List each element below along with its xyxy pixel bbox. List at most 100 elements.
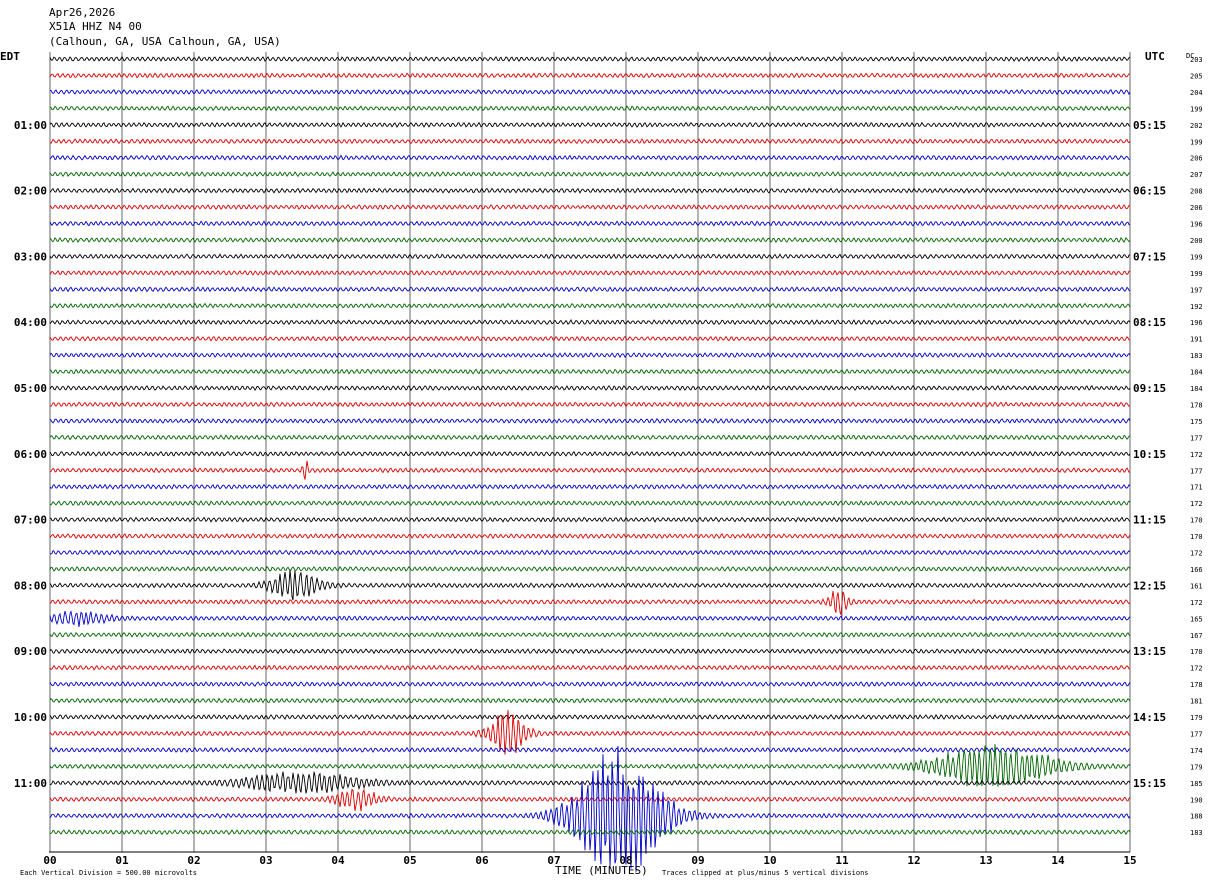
trace-row-20	[49, 368, 1131, 375]
trace-row-25	[49, 450, 1131, 457]
dc-offset-value: 183	[1190, 352, 1203, 360]
trace-row-9	[49, 187, 1131, 194]
dc-offset-value: 184	[1190, 369, 1203, 377]
right-hour-label: 07:15	[1133, 250, 1166, 263]
trace-row-36	[49, 631, 1131, 638]
left-hour-label: 02:00	[14, 185, 47, 198]
trace-row-18	[49, 335, 1131, 342]
trace-row-23	[49, 417, 1131, 424]
dc-offset-value: 167	[1190, 632, 1203, 640]
dc-offset-value: 172	[1190, 599, 1203, 607]
trace-row-35	[49, 610, 1131, 627]
trace-row-34	[49, 590, 1131, 617]
dc-offset-value: 200	[1190, 237, 1203, 245]
right-timezone-label: UTC	[1145, 50, 1165, 63]
trace-row-14	[49, 269, 1131, 276]
dc-offset-value: 174	[1190, 747, 1203, 755]
dc-offset-value: 196	[1190, 221, 1203, 229]
dc-offset-value: 161	[1190, 582, 1203, 590]
x-tick-label: 04	[331, 854, 345, 867]
dc-offset-value: 175	[1190, 418, 1203, 426]
right-hour-label: 12:15	[1133, 579, 1166, 592]
dc-offset-value: 199	[1190, 138, 1203, 146]
dc-offset-value: 199	[1190, 253, 1203, 261]
x-tick-label: 14	[1051, 854, 1065, 867]
trace-row-7	[49, 154, 1131, 161]
right-hour-label: 05:15	[1133, 119, 1166, 132]
right-hour-label: 09:15	[1133, 382, 1166, 395]
left-hour-label: 10:00	[14, 711, 47, 724]
left-hour-label: 05:00	[14, 382, 47, 395]
x-axis-ticks: 00 01 02 03 04 05 06 07 08 09 10 11 12 13 14 15	[43, 854, 1136, 867]
trace-row-22	[49, 401, 1131, 408]
left-hour-labels: 01:00 02:00 03:00 04:00 05:00 06:00 07:00 08:00…	[14, 119, 47, 790]
dc-offset-value: 177	[1190, 467, 1203, 475]
dc-offset-value: 178	[1190, 681, 1203, 689]
footer-clip-note: Traces clipped at plus/minus 5 vertical …	[662, 869, 869, 877]
left-hour-label: 03:00	[14, 250, 47, 263]
trace-row-6	[49, 138, 1131, 145]
left-hour-label: 01:00	[14, 119, 47, 132]
dc-offset-value: 170	[1190, 648, 1203, 656]
trace-row-17	[49, 319, 1131, 326]
dc-offset-value: 177	[1190, 434, 1203, 442]
dc-offset-value: 172	[1190, 550, 1203, 558]
left-hour-label: 08:00	[14, 579, 47, 592]
trace-row-19	[49, 352, 1131, 359]
x-tick-label: 15	[1123, 854, 1136, 867]
left-hour-label: 07:00	[14, 514, 47, 527]
right-hour-label: 06:15	[1133, 185, 1166, 198]
trace-row-28	[49, 500, 1131, 507]
trace-row-4	[49, 105, 1131, 112]
trace-row-32	[49, 565, 1131, 573]
right-hour-label: 13:15	[1133, 645, 1166, 658]
dc-offset-value: 205	[1190, 72, 1203, 80]
trace-row-10	[49, 204, 1131, 211]
dc-offset-value: 206	[1190, 155, 1203, 163]
trace-row-21	[49, 384, 1131, 392]
trace-row-39	[49, 680, 1131, 688]
x-tick-label: 09	[691, 854, 704, 867]
dc-offset-value: 199	[1190, 105, 1203, 113]
trace-row-41	[49, 713, 1131, 721]
left-timezone-label: EDT	[0, 50, 20, 63]
left-hour-label: 09:00	[14, 645, 47, 658]
dc-offset-header: DC	[1186, 52, 1194, 60]
x-tick-label: 11	[835, 854, 849, 867]
left-hour-label: 11:00	[14, 777, 47, 790]
dc-offset-value: 206	[1190, 204, 1203, 212]
right-hour-labels: 05:15 06:15 07:15 08:15 09:15 10:15 11:15 12:15…	[1133, 119, 1166, 790]
dc-offset-value: 203	[1190, 56, 1203, 64]
trace-row-45	[49, 771, 1131, 794]
trace-row-37	[49, 648, 1131, 655]
dc-offset-value: 170	[1190, 533, 1203, 541]
trace-row-30	[49, 532, 1131, 540]
trace-row-27	[49, 483, 1131, 490]
trace-row-13	[49, 253, 1131, 260]
x-tick-label: 03	[259, 854, 272, 867]
dc-offset-value: 166	[1190, 566, 1203, 574]
dc-offset-value: 190	[1190, 796, 1203, 804]
dc-offset-value: 183	[1190, 829, 1203, 837]
dc-offset-labels: 203 205 204 199 202 199 206 207 208 206 196 200 199 1…	[1190, 56, 1203, 837]
trace-row-1	[49, 55, 1131, 63]
left-hour-label: 04:00	[14, 316, 47, 329]
x-tick-label: 07	[547, 854, 560, 867]
dc-offset-value: 179	[1190, 763, 1203, 771]
dc-offset-value: 181	[1190, 698, 1203, 706]
dc-offset-value: 172	[1190, 451, 1203, 459]
trace-row-5	[49, 121, 1131, 128]
trace-row-44	[49, 744, 1131, 787]
trace-row-8	[49, 171, 1131, 178]
trace-row-11	[49, 220, 1131, 227]
x-tick-label: 13	[979, 854, 992, 867]
dc-offset-value: 179	[1190, 714, 1203, 722]
dc-offset-value: 204	[1190, 89, 1203, 97]
x-tick-label: 10	[763, 854, 776, 867]
trace-row-3	[49, 88, 1131, 96]
dc-offset-value: 208	[1190, 188, 1203, 196]
dc-offset-value: 172	[1190, 500, 1203, 508]
left-hour-label: 06:00	[14, 448, 47, 461]
dc-offset-value: 202	[1190, 122, 1203, 130]
